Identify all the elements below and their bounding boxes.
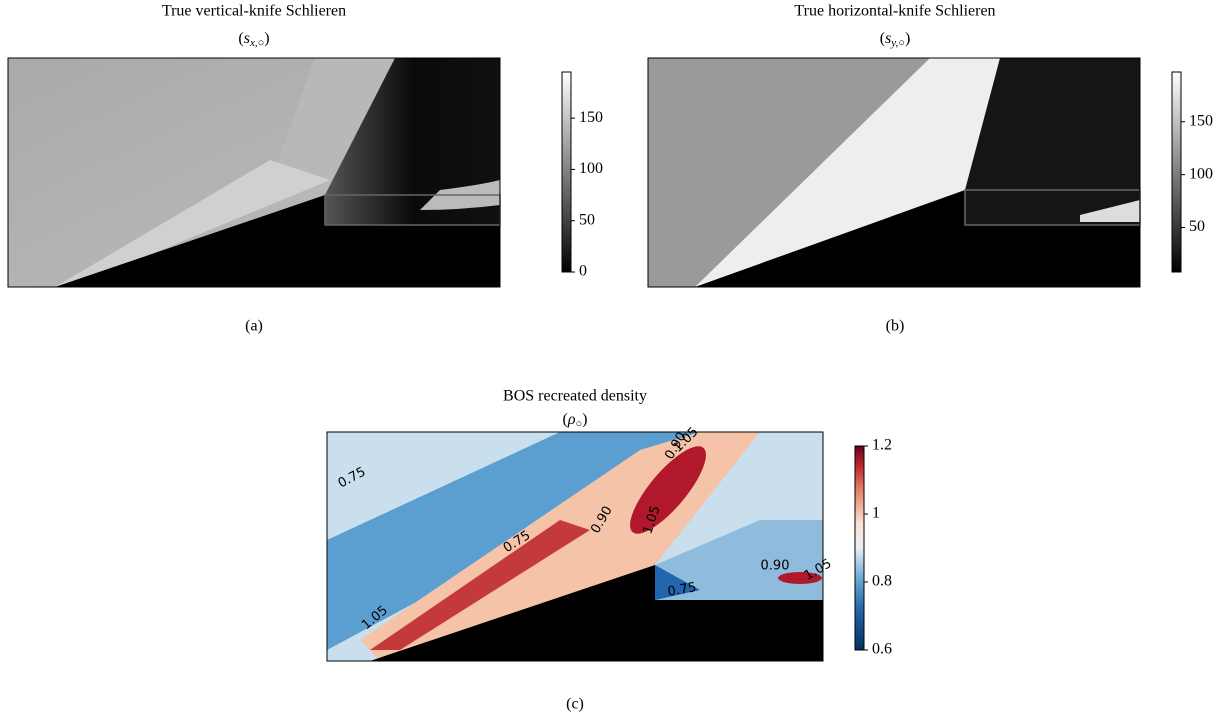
colorbar bbox=[1171, 71, 1182, 273]
colorbar-tick-label: 0 bbox=[579, 263, 587, 280]
subtitle-symbol: ρ bbox=[567, 411, 576, 428]
subtitle-subscript: y,○ bbox=[890, 37, 905, 49]
subtitle-close: ) bbox=[264, 30, 269, 47]
colorbar-tick-label: 100 bbox=[579, 160, 603, 177]
contour-label: 0.90 bbox=[761, 559, 790, 574]
panel-title: True horizontal-knife Schlieren bbox=[794, 3, 995, 20]
colorbar-tick-label: 150 bbox=[1189, 112, 1213, 129]
colorbar-tick-label: 0.6 bbox=[872, 641, 892, 658]
subtitle-close: ) bbox=[905, 30, 910, 47]
colorbar-tick-label: 100 bbox=[1189, 165, 1213, 182]
colorbar-tick-label: 150 bbox=[579, 109, 603, 126]
colorbar-tick-label: 1.2 bbox=[872, 437, 892, 454]
subtitle-open: ( bbox=[238, 30, 243, 47]
contour-label: 0.75 bbox=[666, 580, 697, 600]
panel-subtitle: (sx,○) bbox=[238, 30, 269, 49]
panel-title: True vertical-knife Schlieren bbox=[162, 3, 346, 20]
subtitle-open: ( bbox=[563, 411, 568, 428]
panel-caption: (b) bbox=[886, 318, 905, 335]
colorbar bbox=[561, 71, 572, 273]
panel-subtitle: (sy,○) bbox=[880, 30, 911, 49]
panel-subtitle: (ρ○) bbox=[563, 411, 588, 430]
subtitle-close: ) bbox=[582, 411, 587, 428]
colorbar-tick-label: 50 bbox=[1189, 218, 1205, 235]
panel-title: BOS recreated density bbox=[503, 388, 647, 405]
subtitle-symbol: s bbox=[244, 30, 250, 47]
schlieren-image-b bbox=[647, 57, 1141, 288]
density-image-c bbox=[326, 431, 824, 662]
subtitle-open: ( bbox=[880, 30, 885, 47]
panel-caption: (c) bbox=[566, 696, 584, 713]
subtitle-subscript: ○ bbox=[576, 418, 583, 430]
colorbar-tick-label: 1 bbox=[872, 505, 880, 522]
schlieren-image-a bbox=[7, 57, 501, 288]
subtitle-symbol: s bbox=[885, 30, 891, 47]
panel-caption: (a) bbox=[245, 318, 263, 335]
colorbar-tick-label: 0.8 bbox=[872, 573, 892, 590]
colorbar-tick-label: 50 bbox=[579, 211, 595, 228]
subtitle-subscript: x,○ bbox=[249, 37, 264, 49]
colorbar bbox=[854, 445, 865, 651]
